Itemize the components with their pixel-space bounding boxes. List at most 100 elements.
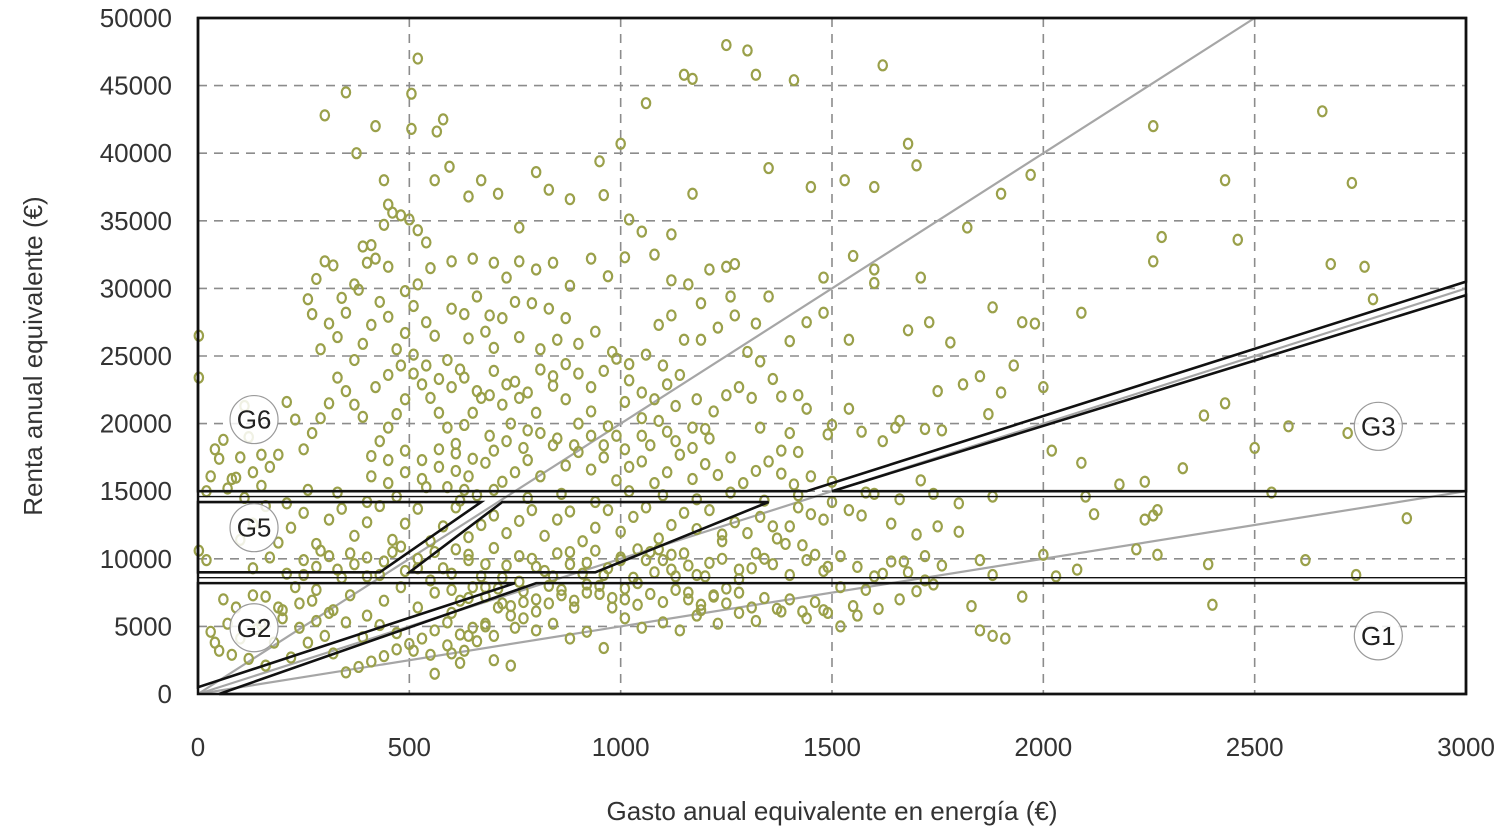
data-point — [666, 548, 677, 561]
data-point — [784, 520, 796, 533]
data-point — [311, 583, 322, 596]
data-point — [382, 368, 394, 382]
data-point — [623, 358, 635, 371]
data-point — [687, 187, 698, 200]
data-point — [340, 666, 352, 679]
data-point — [530, 263, 542, 276]
data-point — [564, 279, 576, 292]
data-point — [281, 567, 293, 580]
data-point — [843, 504, 855, 517]
data-point — [501, 378, 512, 391]
data-point — [590, 325, 601, 338]
data-point — [716, 528, 728, 541]
data-point — [801, 554, 812, 567]
data-point — [273, 448, 284, 461]
data-point — [535, 426, 546, 440]
data-point — [657, 554, 669, 567]
data-point — [797, 539, 808, 552]
data-point — [750, 317, 762, 330]
data-point — [826, 418, 838, 432]
data-point — [636, 621, 648, 634]
data-point — [332, 563, 343, 576]
data-point — [433, 372, 445, 386]
data-point — [611, 352, 622, 365]
data-point — [323, 606, 335, 619]
data-point — [801, 402, 812, 415]
data-point — [446, 302, 457, 315]
data-point — [463, 531, 474, 544]
data-point — [678, 68, 690, 81]
data-point — [691, 609, 703, 622]
data-point — [746, 601, 757, 614]
data-point — [716, 552, 728, 565]
data-point — [289, 413, 301, 426]
data-point — [218, 593, 229, 606]
data-point — [353, 283, 364, 296]
data-point — [458, 307, 470, 321]
data-point — [564, 632, 576, 645]
data-point — [522, 454, 533, 467]
data-point — [332, 330, 343, 344]
data-point — [450, 543, 462, 556]
data-point — [213, 644, 225, 657]
data-point — [564, 505, 576, 518]
data-point — [644, 439, 656, 452]
data-point — [585, 380, 597, 394]
data-point — [351, 147, 362, 160]
data-point — [450, 447, 462, 460]
data-point — [429, 586, 440, 599]
data-point — [551, 547, 563, 560]
data-point — [556, 589, 567, 602]
data-point — [695, 598, 707, 611]
data-point — [497, 398, 508, 411]
data-point — [602, 270, 614, 283]
data-point — [1025, 168, 1036, 181]
data-point — [784, 568, 796, 582]
y-tick-label: 5000 — [114, 611, 172, 641]
data-point — [425, 648, 436, 661]
data-point — [746, 562, 757, 575]
data-point — [805, 470, 817, 483]
data-point — [463, 554, 474, 567]
data-point — [687, 441, 698, 455]
data-point — [1071, 563, 1083, 576]
data-point — [868, 263, 880, 276]
data-point — [682, 593, 694, 606]
data-point — [442, 353, 453, 367]
data-point — [573, 417, 584, 430]
data-point — [628, 510, 639, 523]
data-point — [818, 271, 829, 284]
data-point — [467, 406, 479, 419]
data-point — [488, 629, 500, 642]
data-point — [243, 652, 255, 665]
data-point — [568, 594, 580, 607]
data-point — [357, 337, 369, 350]
data-point — [767, 372, 779, 386]
data-point — [382, 476, 394, 490]
data-point — [577, 567, 588, 580]
data-point — [818, 564, 829, 578]
data-point — [475, 174, 487, 187]
data-point — [560, 358, 572, 371]
data-point — [475, 518, 487, 532]
data-point — [729, 309, 741, 322]
data-point — [484, 429, 495, 442]
data-point — [391, 643, 402, 656]
data-point — [1046, 444, 1058, 457]
data-point — [666, 309, 677, 322]
data-point — [526, 504, 538, 517]
data-point — [733, 586, 745, 599]
data-point — [619, 251, 631, 264]
data-point — [416, 472, 428, 486]
group-label-g1: G1 — [1361, 621, 1396, 651]
data-point — [619, 443, 631, 456]
data-point — [983, 408, 994, 421]
data-point — [957, 378, 969, 391]
data-point — [501, 559, 512, 572]
data-point — [480, 620, 491, 633]
data-point — [835, 620, 846, 633]
data-point — [598, 641, 610, 655]
data-point — [458, 483, 470, 496]
data-point — [387, 533, 398, 546]
data-point — [590, 521, 601, 534]
